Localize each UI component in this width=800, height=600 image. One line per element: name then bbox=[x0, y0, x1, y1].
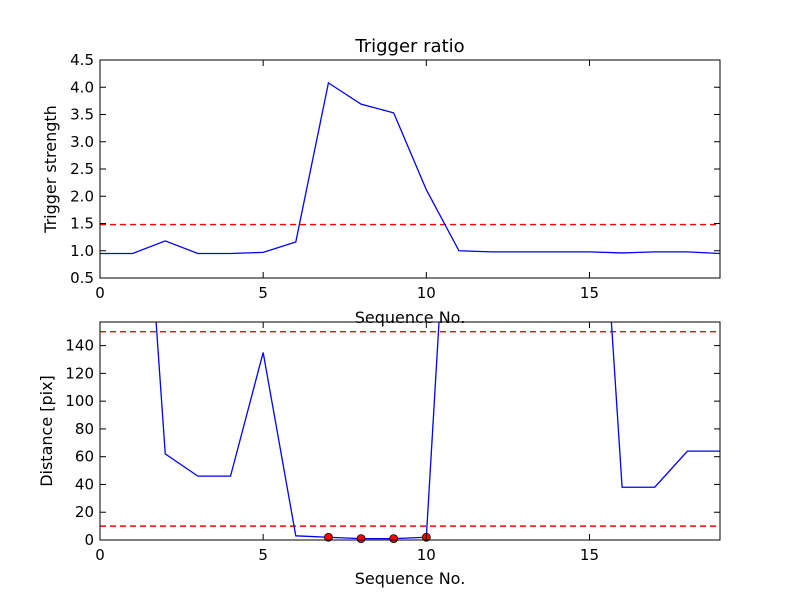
chart1-ytick-label: 3.0 bbox=[70, 133, 94, 151]
chart2-xtick-label: 10 bbox=[417, 546, 436, 564]
chart2-xtick-label: 5 bbox=[258, 546, 268, 564]
chart1-xlabel: Sequence No. bbox=[355, 308, 466, 327]
chart2-ytick-label: 100 bbox=[65, 392, 94, 410]
chart2-marker-point-1 bbox=[324, 532, 333, 542]
chart1-ytick-label: 1.0 bbox=[70, 242, 94, 260]
chart1-ytick-label: 0.5 bbox=[70, 269, 94, 287]
chart1-xtick-label: 0 bbox=[95, 284, 105, 302]
plots-layer: 0 5 10 15 0.5 1.0 1.5 2.0 2.5 3.0 3.5 4.0 4.5 0 5 10 15 0… bbox=[65, 51, 721, 564]
chart2-ytick-label: 140 bbox=[65, 337, 94, 355]
chart1-ylabel: Trigger strength bbox=[41, 105, 60, 234]
chart2-ytick-label: 60 bbox=[75, 448, 94, 466]
chart1-ytick-label: 2.0 bbox=[70, 187, 94, 205]
chart1-series-line-1 bbox=[100, 81, 720, 255]
chart2-ytick-label: 120 bbox=[65, 364, 94, 382]
chart1-ytick-label: 1.5 bbox=[70, 215, 94, 233]
chart2-xtick-label: 15 bbox=[580, 546, 599, 564]
chart1-xtick-label: 5 bbox=[258, 284, 268, 302]
chart1-xtick-label: 15 bbox=[580, 284, 599, 302]
chart1-title: Trigger ratio bbox=[354, 36, 464, 57]
chart2-marker-point-2 bbox=[356, 534, 366, 544]
chart1-ytick-label: 4.0 bbox=[70, 78, 94, 96]
chart1-plot-area bbox=[100, 81, 720, 255]
chart2-ytick-label: 20 bbox=[75, 503, 94, 521]
chart1-ytick-label: 4.5 bbox=[70, 51, 94, 69]
chart1-xtick-label: 10 bbox=[417, 284, 436, 302]
chart2-ytick-label: 80 bbox=[75, 420, 94, 438]
chart2-ytick-label: 40 bbox=[75, 475, 94, 493]
chart2-marker-point-3 bbox=[389, 534, 399, 544]
chart1-ytick-label: 2.5 bbox=[70, 160, 94, 178]
chart2-ytick-label: 0 bbox=[84, 531, 94, 549]
chart1-ytick-label: 3.5 bbox=[70, 106, 94, 124]
chart2-axes-frame bbox=[99, 321, 721, 541]
chart2-xtick-label: 0 bbox=[95, 546, 105, 564]
chart2-ylabel: Distance [pix] bbox=[37, 375, 56, 487]
chart2-xlabel: Sequence No. bbox=[355, 569, 466, 588]
